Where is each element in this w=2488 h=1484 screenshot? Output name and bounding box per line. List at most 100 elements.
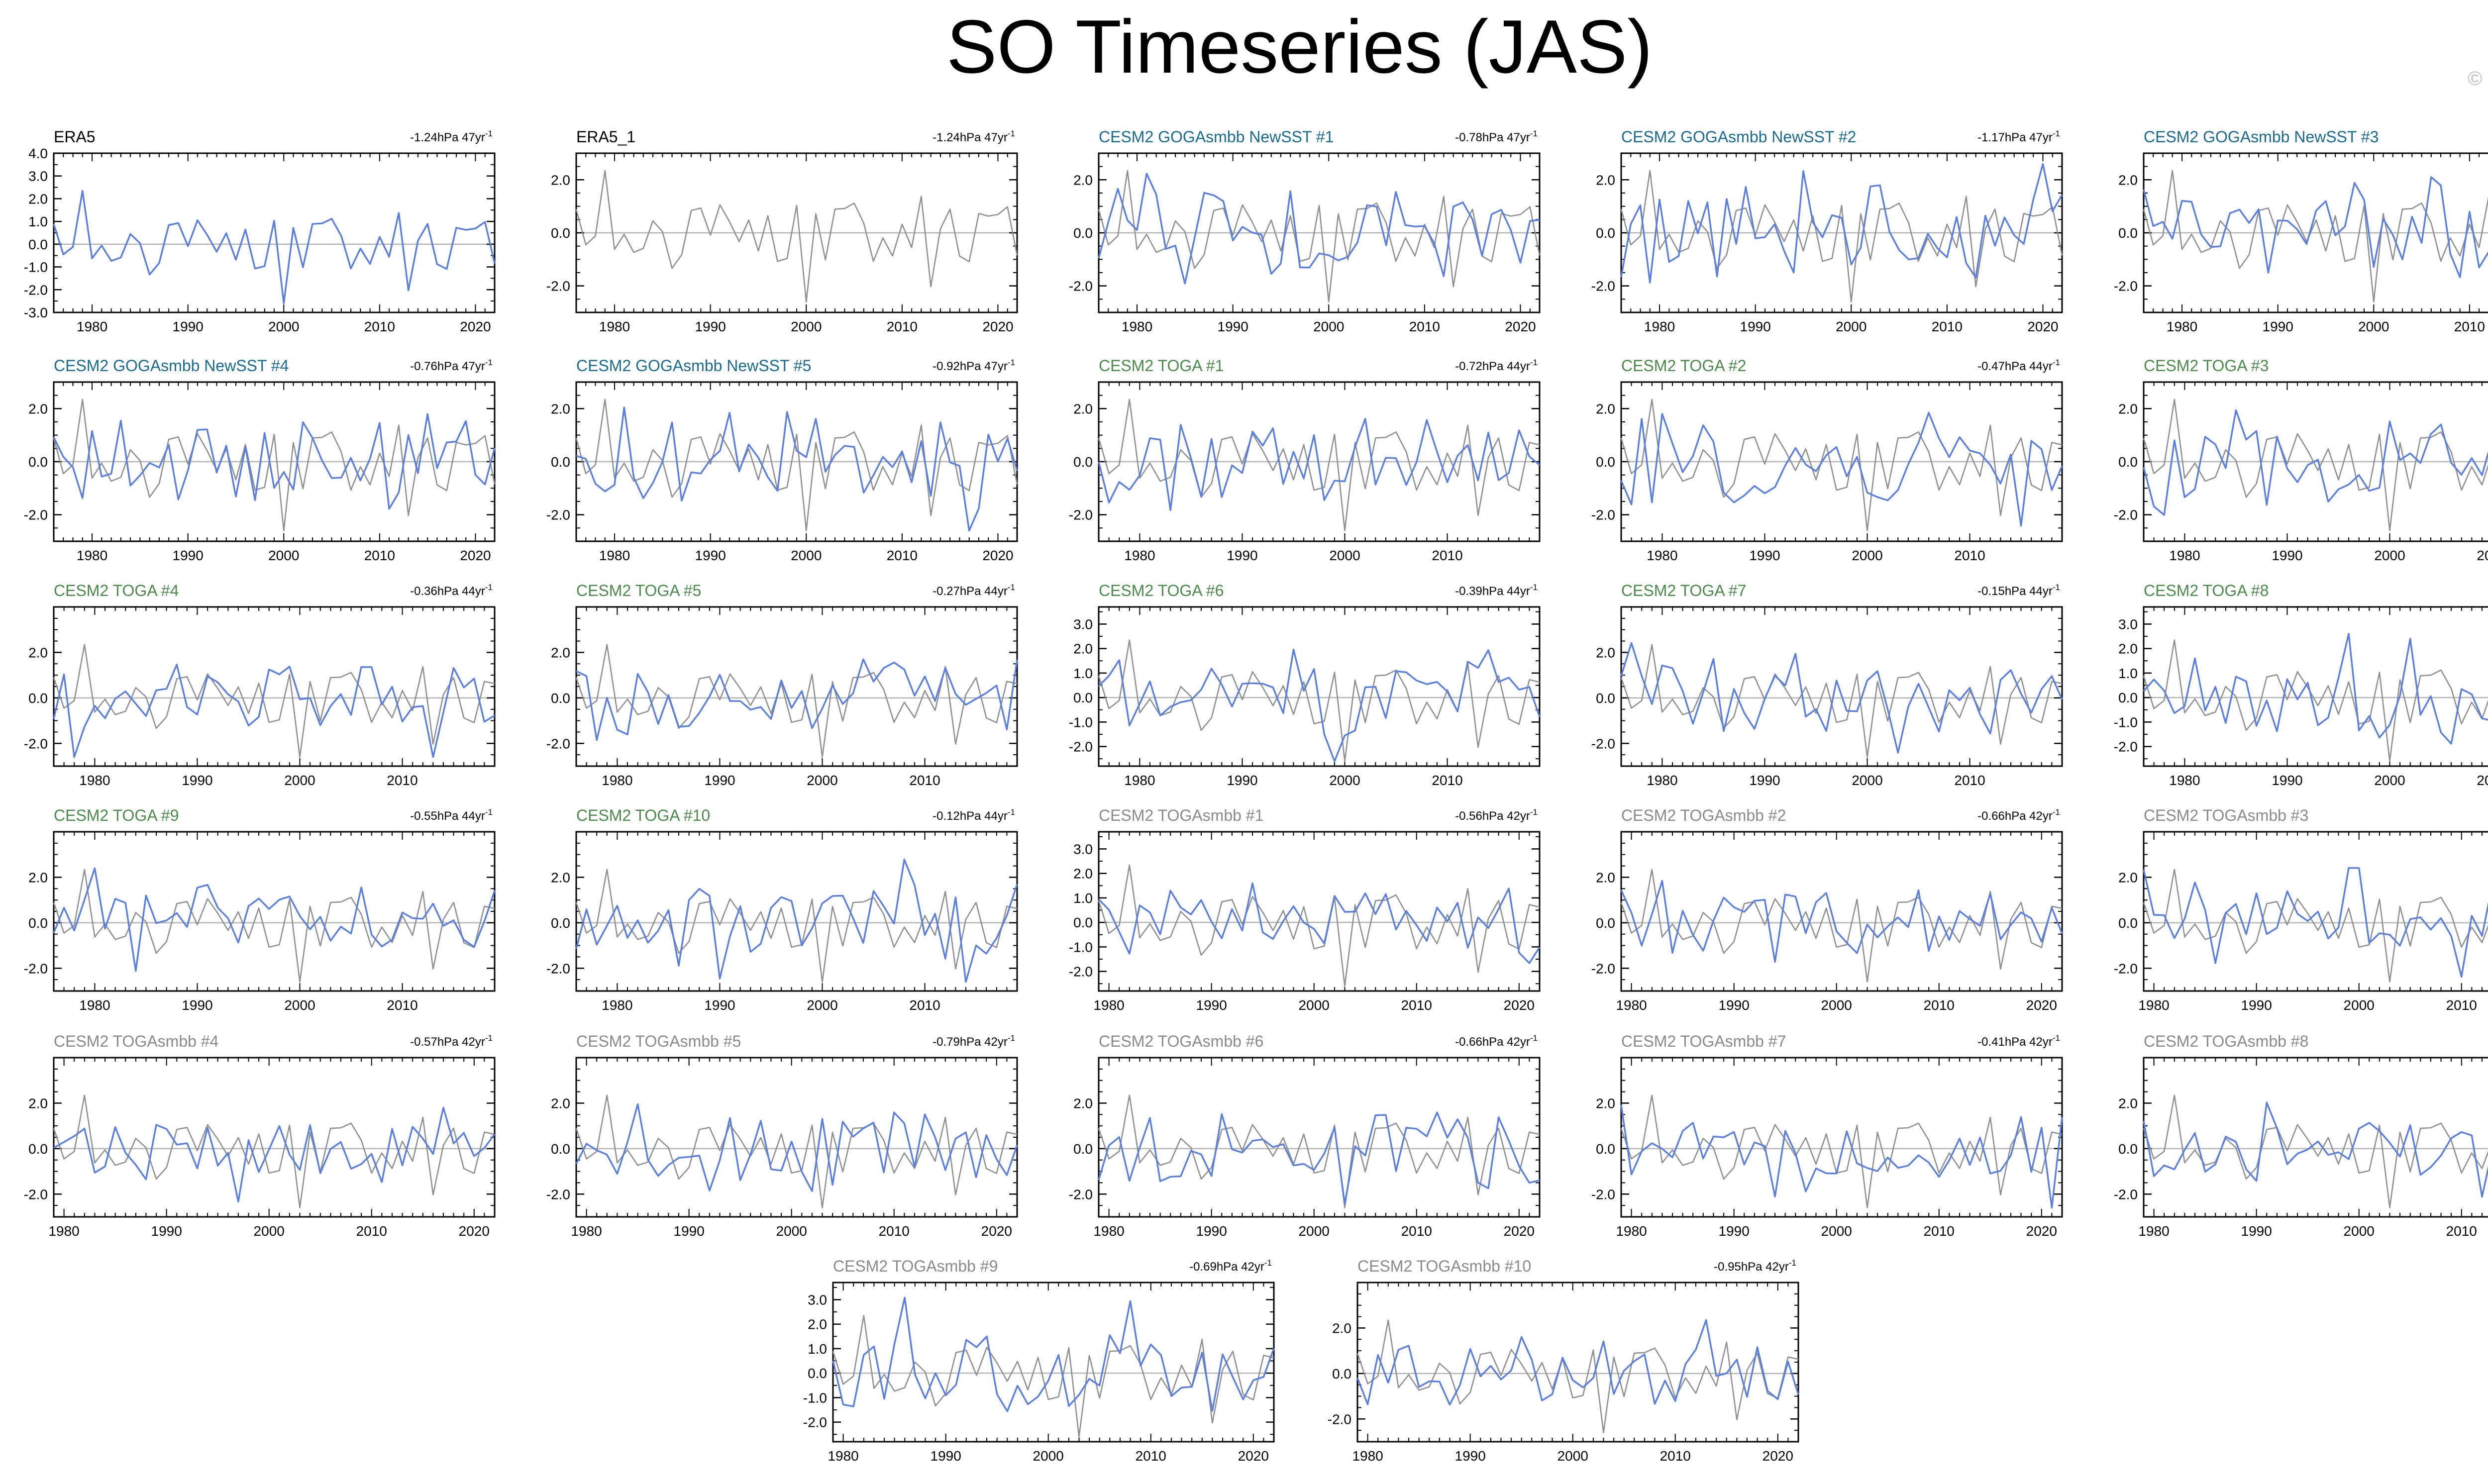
obs-series-line — [1356, 1319, 1799, 1433]
x-tick-label: 1990 — [704, 773, 735, 788]
x-tick-label: 2010 — [1432, 773, 1462, 788]
panel-7: -2.0 0.0 2.0 1980 1990 2000 2010 2020 CESM2 GOGA… — [546, 357, 1018, 563]
panel-17: -2.0 0.0 2.0 1980 1990 2000 2010 CESM2 TOGA #10… — [546, 806, 1018, 1013]
y-tick-label: 0.0 — [1596, 454, 1615, 470]
x-tick-label: 2020 — [1238, 1448, 1269, 1464]
y-tick-label: 0.0 — [28, 691, 48, 706]
plot-frame — [2143, 606, 2488, 767]
x-tick-label: 1990 — [704, 997, 735, 1013]
x-tick-label: 1990 — [1218, 319, 1248, 334]
y-tick-label: -3.0 — [24, 305, 48, 320]
panel-9: -2.0 0.0 2.0 1980 1990 2000 2010 CESM2 TOGA #2 -… — [1591, 357, 2063, 563]
plot-frame — [1098, 1057, 1541, 1218]
y-tick-label: 2.0 — [1332, 1320, 1351, 1336]
x-tick-label: 2020 — [2026, 1223, 2057, 1239]
x-tick-label: 1980 — [1616, 1223, 1647, 1239]
x-tick-label: 1980 — [79, 773, 110, 788]
plot-frame — [53, 606, 496, 767]
y-tick-label: 2.0 — [28, 401, 48, 416]
panel-6: -2.0 0.0 2.0 1980 1990 2000 2010 2020 CESM2 GOGA… — [24, 357, 496, 563]
x-tick-label: 2020 — [981, 1223, 1012, 1239]
panel-8: -2.0 0.0 2.0 1980 1990 2000 2010 CESM2 TOGA #1 -… — [1069, 357, 1541, 563]
obs-series-line — [575, 1094, 1018, 1208]
y-tick-label: 0.0 — [2118, 225, 2138, 241]
x-tick-label: 2000 — [1329, 773, 1360, 788]
plot-frame — [1098, 831, 1541, 992]
panel-1: -3.0 -2.0 -1.0 0.0 1.0 2.0 3.0 4.0 1980 1990 2000 2… — [24, 128, 496, 334]
y-tick-label: 2.0 — [2118, 1095, 2138, 1111]
panel-11: -2.0 0.0 2.0 1980 1990 2000 2010 CESM2 TOGA #4 -… — [24, 582, 496, 788]
member-series-line — [1098, 1111, 1540, 1205]
obs-series-line — [575, 398, 1018, 531]
x-tick-label: 1980 — [1616, 997, 1647, 1013]
y-tick-label: 2.0 — [1596, 645, 1615, 660]
y-tick-label: -2.0 — [1069, 739, 1093, 755]
y-tick-label: 3.0 — [2118, 616, 2138, 632]
x-tick-label: 2010 — [1136, 1448, 1166, 1464]
panel-26: -2.0 -1.0 0.0 1.0 2.0 3.0 1980 1990 2000 2010 2020… — [803, 1257, 1275, 1464]
member-series-line — [53, 190, 496, 304]
y-tick-label: 0.0 — [1596, 915, 1615, 931]
y-tick-label: 0.0 — [1073, 915, 1093, 930]
y-tick-label: 4.0 — [28, 146, 48, 161]
panel-title: CESM2 TOGAsmbb #5 — [576, 1032, 741, 1050]
x-tick-label: 2010 — [2477, 773, 2488, 788]
x-tick-label: 1990 — [1740, 319, 1771, 334]
obs-series-line — [1098, 864, 1540, 987]
obs-series-line — [2143, 170, 2488, 303]
y-tick-label: 0.0 — [28, 915, 48, 931]
x-tick-label: 2020 — [1504, 997, 1535, 1013]
panel-title: CESM2 TOGAsmbb #1 — [1099, 806, 1263, 824]
x-tick-label: 2010 — [2454, 319, 2485, 334]
x-tick-label: 1990 — [182, 997, 212, 1013]
x-tick-label: 2010 — [1954, 773, 1985, 788]
panel-title: CESM2 TOGA #6 — [1099, 582, 1224, 599]
obs-series-line — [53, 1094, 495, 1208]
x-tick-label: 1980 — [2169, 548, 2200, 563]
x-tick-label: 2000 — [284, 997, 315, 1013]
member-series-line — [1356, 1319, 1799, 1406]
y-tick-label: 2.0 — [1596, 401, 1615, 416]
y-tick-label: -1.0 — [24, 260, 48, 275]
panel-18: -2.0 -1.0 0.0 1.0 2.0 3.0 1980 1990 2000 2010 2020… — [1069, 806, 1541, 1013]
y-tick-label: -2.0 — [2114, 279, 2138, 294]
y-tick-label: -2.0 — [2114, 1187, 2138, 1202]
x-tick-label: 2000 — [2344, 997, 2375, 1013]
x-tick-label: 2000 — [1821, 1223, 1852, 1239]
panel-13: -2.0 -1.0 0.0 1.0 2.0 3.0 1980 1990 2000 2010 CESM… — [1069, 582, 1541, 788]
x-tick-label: 2010 — [1932, 319, 1963, 334]
y-tick-label: 2.0 — [1073, 401, 1093, 416]
x-tick-label: 1990 — [182, 773, 212, 788]
y-tick-label: -1.0 — [803, 1390, 827, 1405]
y-tick-label: 0.0 — [551, 691, 570, 706]
panel-trend-label: -0.57hPa 42yr-1 — [410, 1033, 493, 1049]
obs-series-line — [575, 170, 1018, 303]
x-tick-label: 1990 — [674, 1223, 705, 1239]
x-tick-label: 2000 — [791, 319, 822, 334]
y-tick-label: 0.0 — [1596, 1141, 1615, 1157]
member-series-line — [576, 406, 1018, 532]
x-tick-label: 2000 — [1033, 1448, 1064, 1464]
x-tick-label: 2010 — [887, 319, 918, 334]
panel-trend-label: -0.47hPa 44yr-1 — [1977, 358, 2060, 373]
member-series-line — [1620, 163, 2063, 284]
panel-trend-label: -1.24hPa 47yr-1 — [933, 129, 1015, 144]
x-tick-label: 1980 — [1122, 319, 1152, 334]
y-tick-label: 2.0 — [2118, 172, 2138, 188]
member-series-line — [2143, 867, 2488, 978]
x-tick-label: 2020 — [982, 319, 1013, 334]
obs-series-line — [1620, 170, 2063, 303]
x-tick-label: 1980 — [79, 997, 110, 1013]
x-tick-label: 2010 — [887, 548, 918, 563]
panel-15: -2.0 -1.0 0.0 1.0 2.0 3.0 1980 1990 2000 2010 CESM… — [2114, 582, 2488, 788]
panel-title: CESM2 TOGA #9 — [54, 806, 179, 824]
obs-series-line — [1620, 1094, 2063, 1208]
panel-title: CESM2 GOGAsmbb NewSST #3 — [2144, 128, 2379, 146]
y-tick-label: -2.0 — [1069, 279, 1093, 294]
x-tick-label: 2000 — [791, 548, 822, 563]
panel-title: CESM2 TOGA #10 — [576, 806, 710, 824]
y-tick-label: 0.0 — [1596, 225, 1615, 241]
